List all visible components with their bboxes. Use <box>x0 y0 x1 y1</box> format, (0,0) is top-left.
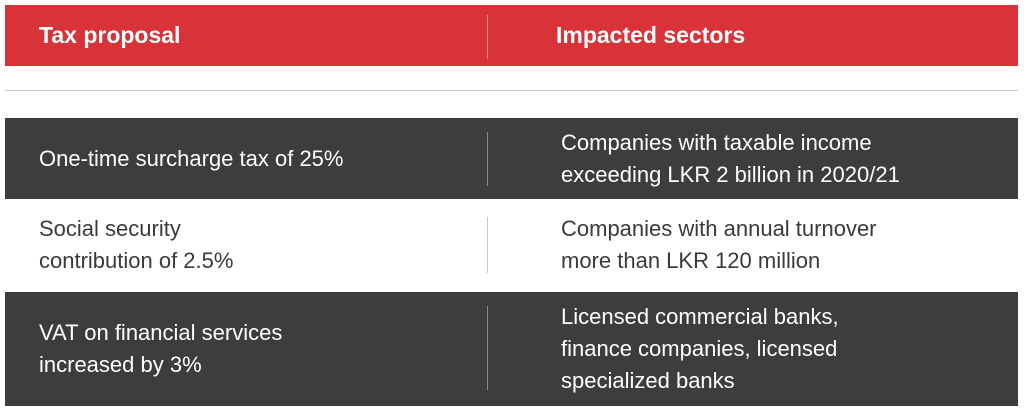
header-tax-proposal: Tax proposal <box>39 22 181 48</box>
sectors-text: Companies with taxable income <box>561 129 872 155</box>
table-row: One-time surcharge tax of 25% Companies … <box>5 118 1018 199</box>
header-divider <box>487 15 488 59</box>
proposal-cell: Social security contribution of 2.5% <box>39 201 469 289</box>
sectors-text: finance companies, licensed <box>561 336 838 361</box>
sectors-text: exceeding LKR 2 billion in 2020/21 <box>561 161 900 187</box>
header-rule <box>5 90 1018 91</box>
proposal-cell: One-time surcharge tax of 25% <box>39 118 469 199</box>
header-impacted-sectors: Impacted sectors <box>556 22 746 48</box>
proposal-text: contribution of 2.5% <box>39 248 234 273</box>
proposal-text: Social security <box>39 216 181 241</box>
sectors-text: Companies with annual turnover <box>561 216 877 241</box>
proposal-text: increased by 3% <box>39 352 202 377</box>
proposal-text: VAT on financial services <box>39 320 283 345</box>
sectors-cell: Licensed commercial banks, finance compa… <box>561 292 1001 406</box>
sectors-text: Licensed commercial banks, <box>561 304 839 329</box>
sectors-cell: Companies with taxable income exceeding … <box>561 118 1001 199</box>
sectors-cell: Companies with annual turnover more than… <box>561 201 1001 289</box>
sectors-text: more than LKR 120 million <box>561 248 821 273</box>
column-divider <box>487 132 488 186</box>
proposal-text: One-time surcharge tax of 25% <box>39 145 344 171</box>
table-row: VAT on financial services increased by 3… <box>5 292 1018 406</box>
sectors-text: specialized banks <box>561 368 735 393</box>
column-divider <box>487 306 488 390</box>
proposal-cell: VAT on financial services increased by 3… <box>39 292 469 406</box>
table-row: Social security contribution of 2.5% Com… <box>5 201 1018 289</box>
table-header: Tax proposal Impacted sectors <box>5 5 1018 66</box>
column-divider <box>487 217 488 273</box>
